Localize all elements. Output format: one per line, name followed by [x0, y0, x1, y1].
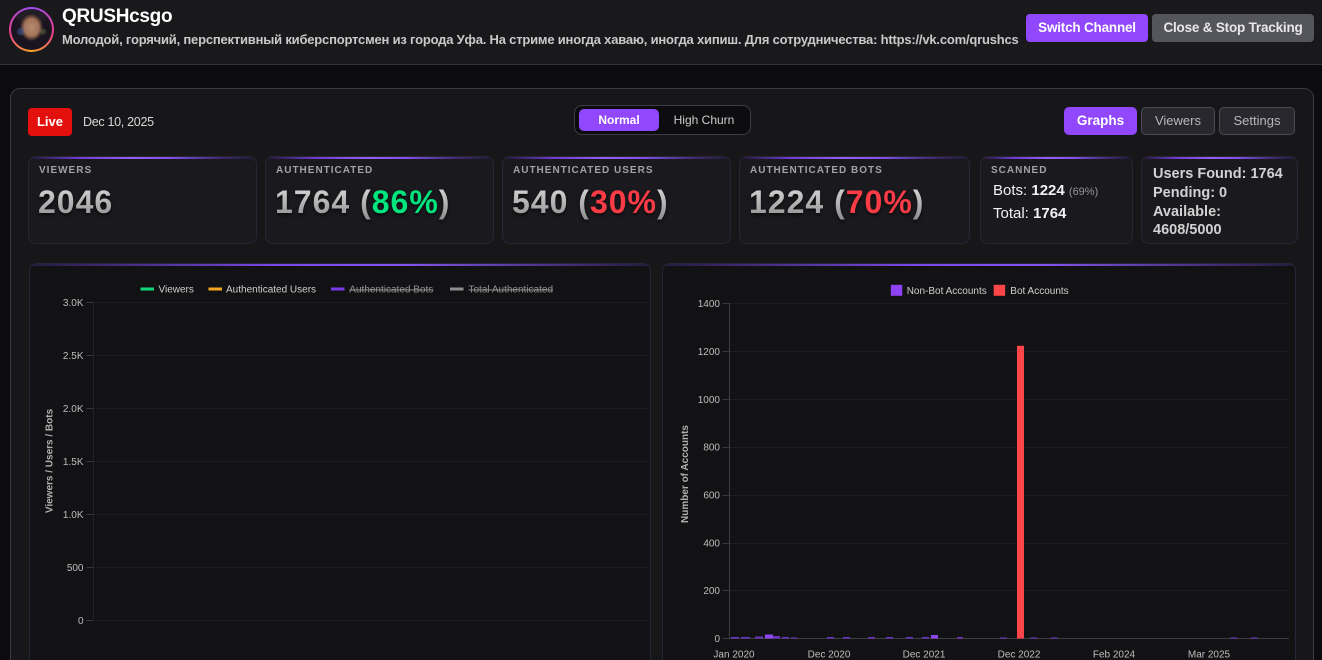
svg-text:3.0K: 3.0K — [63, 298, 84, 309]
svg-text:Authenticated Bots: Authenticated Bots — [349, 285, 433, 296]
svg-text:Bot Accounts: Bot Accounts — [1010, 286, 1068, 297]
svg-text:Viewers: Viewers — [159, 285, 194, 296]
svg-text:Feb 2024: Feb 2024 — [1093, 650, 1136, 660]
svg-text:800: 800 — [703, 443, 720, 454]
svg-text:Authenticated Users: Authenticated Users — [226, 285, 316, 296]
svg-text:Dec 2022: Dec 2022 — [998, 650, 1041, 660]
svg-text:400: 400 — [703, 538, 720, 549]
svg-text:1.5K: 1.5K — [63, 457, 84, 468]
svg-text:Number of Accounts: Number of Accounts — [680, 425, 691, 523]
svg-text:Mar 2025: Mar 2025 — [1188, 650, 1231, 660]
svg-text:2.0K: 2.0K — [63, 404, 84, 415]
svg-text:1000: 1000 — [698, 395, 721, 406]
svg-text:0: 0 — [78, 616, 84, 627]
svg-text:Jan 2020: Jan 2020 — [713, 650, 755, 660]
svg-text:2.5K: 2.5K — [63, 351, 84, 362]
svg-text:1200: 1200 — [698, 347, 721, 358]
svg-text:0: 0 — [714, 634, 720, 645]
svg-text:1.0K: 1.0K — [63, 510, 84, 521]
svg-text:Dec 2021: Dec 2021 — [903, 650, 946, 660]
svg-text:1400: 1400 — [698, 299, 721, 310]
svg-text:Dec 2020: Dec 2020 — [808, 650, 851, 660]
svg-text:600: 600 — [703, 491, 720, 502]
svg-text:Non-Bot Accounts: Non-Bot Accounts — [907, 286, 987, 297]
svg-text:500: 500 — [67, 563, 84, 574]
svg-text:Total Authenticated: Total Authenticated — [469, 285, 554, 296]
svg-text:Viewers / Users / Bots: Viewers / Users / Bots — [45, 408, 56, 513]
svg-text:200: 200 — [703, 586, 720, 597]
